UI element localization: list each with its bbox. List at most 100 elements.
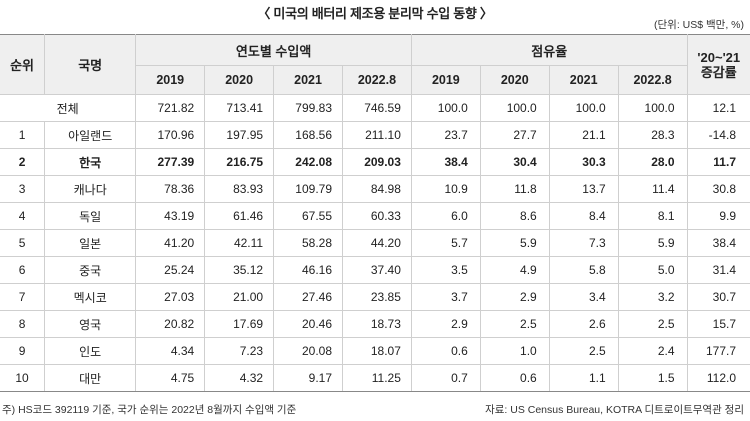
header-change: '20~'21 증감률 [686,34,750,95]
share-cell: 5.8 [548,256,619,284]
import-cell: 35.12 [204,256,274,284]
share-cell: 100.0 [617,94,688,122]
change-cell: 31.4 [686,256,750,284]
table-row: 4 독일 43.19 61.46 67.55 60.33 6.0 8.6 8.4 8.1 9.9 [0,202,750,230]
footnote-left: 주) HS코드 392119 기준, 국가 순위는 2022년 8월까지 수입액… [2,404,297,416]
header-change-line2: 증감률 [700,64,737,80]
import-cell: 41.20 [135,229,205,257]
import-cell: 61.46 [204,202,274,230]
rank-cell: 1 [0,121,45,149]
import-cell: 37.40 [342,256,412,284]
import-cell: 84.98 [342,175,412,203]
unit-note: (단위: US$ 백만, %) [654,19,744,31]
share-cell: 11.8 [479,175,550,203]
import-cell: 67.55 [273,202,343,230]
import-table: 순위 국명 연도별 수입액 점유율 '20~'21 증감률 2019 2020 … [0,34,750,392]
change-cell: 177.7 [686,337,750,365]
import-cell: 44.20 [342,229,412,257]
share-cell: 2.5 [548,337,619,365]
share-cell: 3.2 [617,283,688,311]
rank-cell: 8 [0,310,45,338]
change-cell: 112.0 [686,364,750,392]
table-row: 5 일본 41.20 42.11 58.28 44.20 5.7 5.9 7.3 5.9 38.4 [0,229,750,257]
rank-cell: 2 [0,148,45,176]
table-row: 9 인도 4.34 7.23 20.08 18.07 0.6 1.0 2.5 2.4 177.7 [0,337,750,365]
import-cell: 713.41 [204,94,274,122]
rank-cell: 4 [0,202,45,230]
import-cell: 4.75 [135,364,205,392]
import-cell: 11.25 [342,364,412,392]
share-cell: 10.9 [410,175,481,203]
country-cell: 중국 [44,256,136,284]
share-cell: 30.3 [548,148,619,176]
header-rank: 순위 [0,34,45,95]
import-cell: 83.93 [204,175,274,203]
import-cell: 7.23 [204,337,274,365]
change-cell: 9.9 [686,202,750,230]
country-cell: 일본 [44,229,136,257]
country-cell: 인도 [44,337,136,365]
import-cell: 277.39 [135,148,205,176]
share-cell: 3.7 [410,283,481,311]
footnote-right: 자료: US Census Bureau, KOTRA 디트로이트무역관 정리 [485,404,744,416]
import-cell: 799.83 [273,94,343,122]
table-title: 〈 미국의 배터리 제조용 분리막 수입 동향 〉 [257,6,493,21]
header-change-line1: '20~'21 [697,49,741,65]
change-cell: 38.4 [686,229,750,257]
share-cell: 1.5 [617,364,688,392]
import-cell: 23.85 [342,283,412,311]
import-cell: 209.03 [342,148,412,176]
header-country: 국명 [44,34,136,95]
share-cell: 2.9 [479,283,550,311]
table-row: 1 아일랜드 170.96 197.95 168.56 211.10 23.7 27.7 21.… [0,121,750,149]
share-cell: 11.4 [617,175,688,203]
share-cell: 38.4 [410,148,481,176]
share-cell: 28.0 [617,148,688,176]
import-cell: 9.17 [273,364,343,392]
header-import-year: 2022.8 [342,65,412,95]
header-import-year: 2021 [273,65,343,95]
change-cell: 15.7 [686,310,750,338]
import-cell: 43.19 [135,202,205,230]
rank-cell: 7 [0,283,45,311]
header-share-year: 2021 [548,65,619,95]
table-row: 7 멕시코 27.03 21.00 27.46 23.85 3.7 2.9 3.4 3.2 30.7 [0,283,750,311]
share-cell: 0.6 [479,364,550,392]
import-cell: 21.00 [204,283,274,311]
import-cell: 17.69 [204,310,274,338]
share-cell: 100.0 [548,94,619,122]
import-cell: 211.10 [342,121,412,149]
rank-cell: 10 [0,364,45,392]
change-cell: 12.1 [686,94,750,122]
rank-cell: 5 [0,229,45,257]
country-cell: 캐나다 [44,175,136,203]
share-cell: 5.9 [617,229,688,257]
import-cell: 170.96 [135,121,205,149]
import-cell: 4.32 [204,364,274,392]
table-row: 6 중국 25.24 35.12 46.16 37.40 3.5 4.9 5.8 5.0 31.4 [0,256,750,284]
share-cell: 8.1 [617,202,688,230]
share-cell: 0.6 [410,337,481,365]
change-cell: -14.8 [686,121,750,149]
share-cell: 100.0 [479,94,550,122]
header-share-year: 2020 [479,65,550,95]
import-cell: 18.07 [342,337,412,365]
share-cell: 6.0 [410,202,481,230]
import-cell: 216.75 [204,148,274,176]
header-import-year: 2019 [135,65,205,95]
country-cell: 한국 [44,148,136,176]
share-cell: 3.4 [548,283,619,311]
import-cell: 46.16 [273,256,343,284]
share-cell: 100.0 [410,94,481,122]
country-cell: 아일랜드 [44,121,136,149]
import-cell: 109.79 [273,175,343,203]
share-cell: 3.5 [410,256,481,284]
share-cell: 2.5 [617,310,688,338]
import-cell: 42.11 [204,229,274,257]
import-cell: 18.73 [342,310,412,338]
header-share-group: 점유율 [410,34,688,66]
import-cell: 20.08 [273,337,343,365]
table-row: 2 한국 277.39 216.75 242.08 209.03 38.4 30.4 30.3 2… [0,148,750,176]
rank-cell: 6 [0,256,45,284]
table-row: 10 대만 4.75 4.32 9.17 11.25 0.7 0.6 1.1 1.5 112.0 [0,364,750,392]
